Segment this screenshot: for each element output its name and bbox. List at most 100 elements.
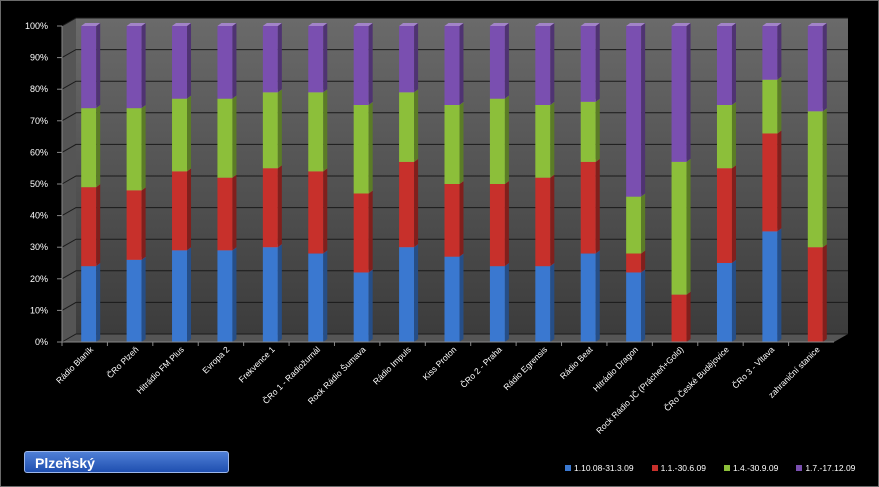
legend-swatch — [651, 465, 658, 471]
bar-segment — [353, 269, 373, 342]
bar-segment — [671, 23, 691, 162]
bar-segment-side — [277, 89, 282, 169]
bar-segment — [626, 250, 646, 273]
bar-segment-front — [671, 161, 687, 295]
bar-segment-side — [550, 174, 555, 267]
bar-segment-side — [641, 269, 646, 342]
bar-segment-side — [731, 165, 736, 263]
bar-segment-front — [626, 196, 642, 254]
bar-segment-front — [81, 187, 97, 267]
bar-segment-front — [81, 26, 97, 109]
gridline — [61, 17, 848, 27]
bar-segment — [353, 102, 373, 194]
bar-segment-side — [686, 23, 691, 162]
bar-segment-front — [807, 111, 823, 248]
bar-segment — [716, 165, 736, 263]
bar-segment-front — [489, 98, 505, 184]
bar-segment-front — [353, 105, 369, 194]
bar-segment-front — [399, 161, 415, 248]
bar-segment-side — [232, 95, 237, 178]
bar-segment-front — [716, 105, 732, 169]
bar-segment-front — [217, 177, 233, 251]
bar-segment-front — [308, 171, 324, 254]
bar-segment — [807, 23, 827, 112]
bar-segment-front — [217, 26, 233, 99]
bar-segment-top — [353, 23, 373, 26]
y-tick-label: 10% — [30, 305, 48, 315]
bar-segment — [262, 89, 282, 169]
bar-segment-side — [141, 187, 146, 260]
bar-segment — [807, 108, 827, 248]
bar-segment — [308, 250, 328, 342]
bar-segment-side — [414, 89, 419, 162]
bar-segment-front — [626, 253, 642, 273]
bar-segment-side — [96, 184, 101, 267]
bar-segment-top — [81, 23, 101, 26]
legend-item: 1.1.-30.6.09 — [651, 463, 706, 473]
bar-segment-front — [580, 253, 596, 342]
bar-segment — [489, 23, 509, 99]
bar-segment-front — [580, 101, 596, 162]
bar-segment-front — [399, 247, 415, 342]
bar-segment-front — [671, 294, 687, 342]
x-tick-label: Rádio Impuls — [371, 344, 413, 386]
x-tick-label: Rádio Beat — [558, 344, 595, 381]
bar-segment-top — [308, 23, 328, 26]
bar-segment-side — [459, 23, 464, 105]
bar-segment-front — [399, 26, 415, 93]
bar-segment — [580, 250, 600, 342]
bar-segment — [671, 291, 691, 342]
bar-segment-front — [489, 26, 505, 99]
bar-segment-front — [489, 266, 505, 342]
bar-segment-top — [399, 23, 419, 26]
bar-segment — [580, 158, 600, 254]
bar-segment — [671, 158, 691, 295]
x-tick-label: Rádio Egrensis — [501, 344, 549, 392]
bar-segment-front — [580, 161, 596, 254]
bar-segment — [399, 89, 419, 162]
bar-segment-side — [414, 158, 419, 248]
bar-segment — [172, 168, 192, 251]
bar-segment — [217, 174, 237, 251]
bar-segment-side — [323, 23, 328, 93]
y-tick-label: 90% — [30, 53, 48, 63]
x-tick-label: ČRo Plzeň — [105, 344, 141, 380]
bar-segment-front — [762, 26, 778, 80]
bar-segment-side — [731, 260, 736, 342]
bar-segment — [81, 23, 101, 109]
bar-segment-front — [353, 193, 369, 273]
x-tick-label: Kiss Proton — [421, 344, 459, 382]
bar-segment-side — [96, 263, 101, 342]
legend-item: 1.4.-30.9.09 — [723, 463, 778, 473]
bar-segment — [172, 247, 192, 342]
bar-segment — [626, 269, 646, 342]
bar-segment-front — [308, 26, 324, 93]
bar-segment-front — [671, 26, 687, 162]
bar-segment — [444, 23, 464, 105]
bar-segment-side — [731, 23, 736, 105]
bar-segment-side — [595, 250, 600, 342]
bar-segment-side — [595, 98, 600, 162]
bar-segment-front — [444, 26, 460, 105]
bar-segment — [262, 244, 282, 342]
bar-segment-side — [232, 23, 237, 99]
bar-segment — [172, 23, 192, 99]
bar-segment — [444, 102, 464, 184]
bar-segment — [399, 244, 419, 342]
bar-segment-side — [550, 263, 555, 342]
bar-segment-side — [323, 250, 328, 342]
bar-segment-side — [686, 158, 691, 295]
bar-segment-side — [141, 105, 146, 191]
bar-segment-side — [595, 23, 600, 102]
legend-label: 1.1.-30.6.09 — [660, 463, 706, 473]
legend-swatch — [796, 465, 803, 471]
bar-segment-top — [217, 23, 237, 26]
bar-segment-side — [277, 23, 282, 93]
bar-segment-side — [323, 89, 328, 172]
bar-segment-front — [762, 79, 778, 134]
bar-segment-front — [353, 272, 369, 342]
bar-segment-front — [535, 26, 551, 105]
bar-segment — [489, 263, 509, 342]
bar-segment-front — [262, 168, 278, 248]
bar-segment-side — [414, 244, 419, 342]
